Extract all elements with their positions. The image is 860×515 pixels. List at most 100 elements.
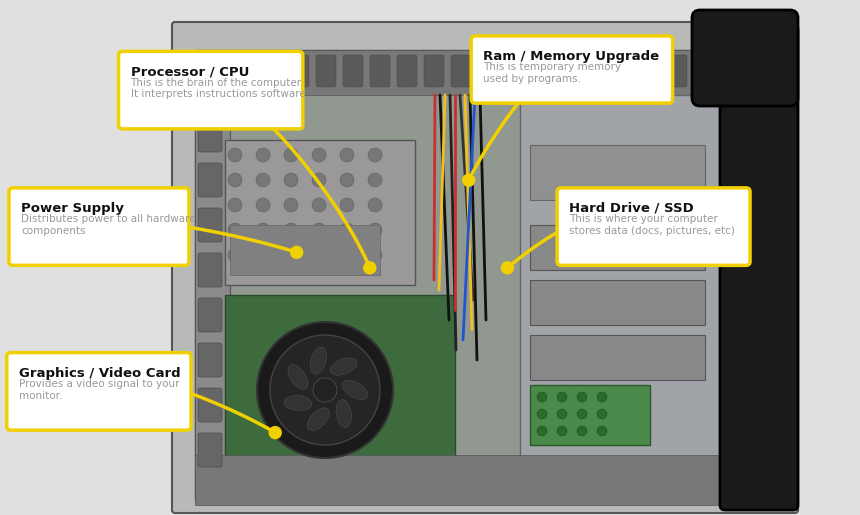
Circle shape (228, 198, 242, 212)
FancyBboxPatch shape (471, 36, 673, 103)
Circle shape (537, 426, 547, 436)
Circle shape (228, 248, 242, 262)
FancyBboxPatch shape (640, 55, 660, 87)
Circle shape (269, 426, 281, 439)
Circle shape (537, 409, 547, 419)
FancyBboxPatch shape (208, 55, 228, 87)
FancyBboxPatch shape (7, 353, 191, 430)
Bar (195, 455, 725, 505)
Circle shape (256, 248, 270, 262)
Text: Hard Drive / SSD: Hard Drive / SSD (569, 202, 694, 215)
Circle shape (537, 392, 547, 402)
Circle shape (577, 409, 587, 419)
Text: Processor / CPU: Processor / CPU (131, 65, 249, 78)
FancyBboxPatch shape (198, 118, 222, 152)
Circle shape (368, 223, 382, 237)
Circle shape (270, 335, 380, 445)
Circle shape (312, 173, 326, 187)
Circle shape (597, 426, 607, 436)
Circle shape (368, 198, 382, 212)
Bar (225, 140, 415, 285)
FancyBboxPatch shape (119, 52, 303, 129)
Text: Graphics / Video Card: Graphics / Video Card (19, 367, 181, 380)
FancyBboxPatch shape (172, 22, 798, 513)
Circle shape (597, 392, 607, 402)
Ellipse shape (330, 358, 357, 375)
Ellipse shape (284, 396, 312, 410)
FancyBboxPatch shape (198, 298, 222, 332)
Circle shape (284, 248, 298, 262)
Circle shape (557, 426, 567, 436)
Circle shape (228, 173, 242, 187)
Circle shape (340, 248, 354, 262)
Ellipse shape (307, 408, 329, 431)
FancyBboxPatch shape (198, 208, 222, 242)
Ellipse shape (336, 400, 352, 427)
Text: Ram / Memory Upgrade: Ram / Memory Upgrade (483, 50, 660, 63)
Ellipse shape (342, 381, 368, 400)
Circle shape (557, 392, 567, 402)
Circle shape (597, 409, 607, 419)
FancyBboxPatch shape (586, 55, 606, 87)
Circle shape (501, 262, 513, 274)
Circle shape (228, 148, 242, 162)
Text: This is where your computer
stores data (docs, pictures, etc): This is where your computer stores data … (569, 214, 735, 236)
FancyBboxPatch shape (557, 188, 750, 265)
Bar (195, 95, 230, 495)
Circle shape (312, 248, 326, 262)
Bar (530, 335, 705, 380)
FancyBboxPatch shape (262, 55, 282, 87)
FancyBboxPatch shape (370, 55, 390, 87)
Bar (230, 225, 380, 275)
Circle shape (228, 223, 242, 237)
Circle shape (557, 409, 567, 419)
Circle shape (284, 223, 298, 237)
FancyBboxPatch shape (198, 163, 222, 197)
Circle shape (577, 392, 587, 402)
Text: Provides a video signal to your
monitor.: Provides a video signal to your monitor. (19, 379, 179, 401)
Circle shape (256, 173, 270, 187)
Bar (225, 295, 455, 490)
Circle shape (463, 174, 475, 186)
Circle shape (340, 173, 354, 187)
Circle shape (256, 198, 270, 212)
FancyBboxPatch shape (424, 55, 444, 87)
Circle shape (313, 378, 337, 402)
Text: This is the brain of the computer.
It interprets instructions software.: This is the brain of the computer. It in… (131, 78, 309, 99)
Circle shape (340, 198, 354, 212)
Circle shape (577, 426, 587, 436)
FancyBboxPatch shape (692, 10, 798, 106)
Circle shape (284, 198, 298, 212)
FancyBboxPatch shape (289, 55, 309, 87)
Circle shape (284, 148, 298, 162)
Circle shape (340, 148, 354, 162)
Text: This is temporary memory
used by programs.: This is temporary memory used by program… (483, 62, 621, 84)
Circle shape (256, 148, 270, 162)
Circle shape (340, 223, 354, 237)
FancyBboxPatch shape (316, 55, 336, 87)
Circle shape (368, 248, 382, 262)
Circle shape (257, 322, 393, 458)
FancyBboxPatch shape (667, 55, 687, 87)
Bar (520, 95, 720, 490)
FancyBboxPatch shape (343, 55, 363, 87)
Bar (530, 225, 705, 270)
FancyBboxPatch shape (451, 55, 471, 87)
Circle shape (368, 173, 382, 187)
Circle shape (312, 198, 326, 212)
Ellipse shape (310, 347, 327, 374)
Circle shape (364, 262, 376, 274)
FancyBboxPatch shape (9, 188, 189, 265)
FancyBboxPatch shape (198, 343, 222, 377)
FancyBboxPatch shape (235, 55, 255, 87)
Circle shape (368, 148, 382, 162)
Ellipse shape (288, 365, 308, 389)
Text: Power Supply: Power Supply (21, 202, 124, 215)
FancyBboxPatch shape (613, 55, 633, 87)
FancyBboxPatch shape (478, 55, 498, 87)
Bar (195, 50, 725, 500)
Circle shape (312, 223, 326, 237)
Bar (530, 385, 650, 445)
FancyBboxPatch shape (198, 388, 222, 422)
Bar (530, 280, 705, 325)
